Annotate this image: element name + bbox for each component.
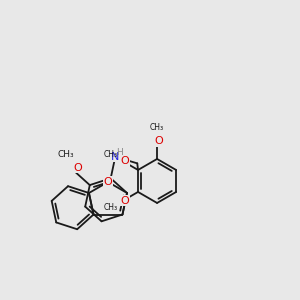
Text: N: N: [111, 152, 119, 162]
Text: CH₃: CH₃: [150, 123, 164, 132]
Text: CH₃: CH₃: [103, 149, 118, 158]
Text: O: O: [120, 156, 129, 166]
Text: O: O: [120, 196, 129, 206]
Text: O: O: [74, 163, 82, 172]
Text: CH₃: CH₃: [57, 150, 74, 159]
Text: O: O: [103, 177, 112, 187]
Text: H: H: [116, 148, 123, 157]
Text: CH₃: CH₃: [103, 203, 118, 212]
Text: O: O: [155, 136, 164, 146]
